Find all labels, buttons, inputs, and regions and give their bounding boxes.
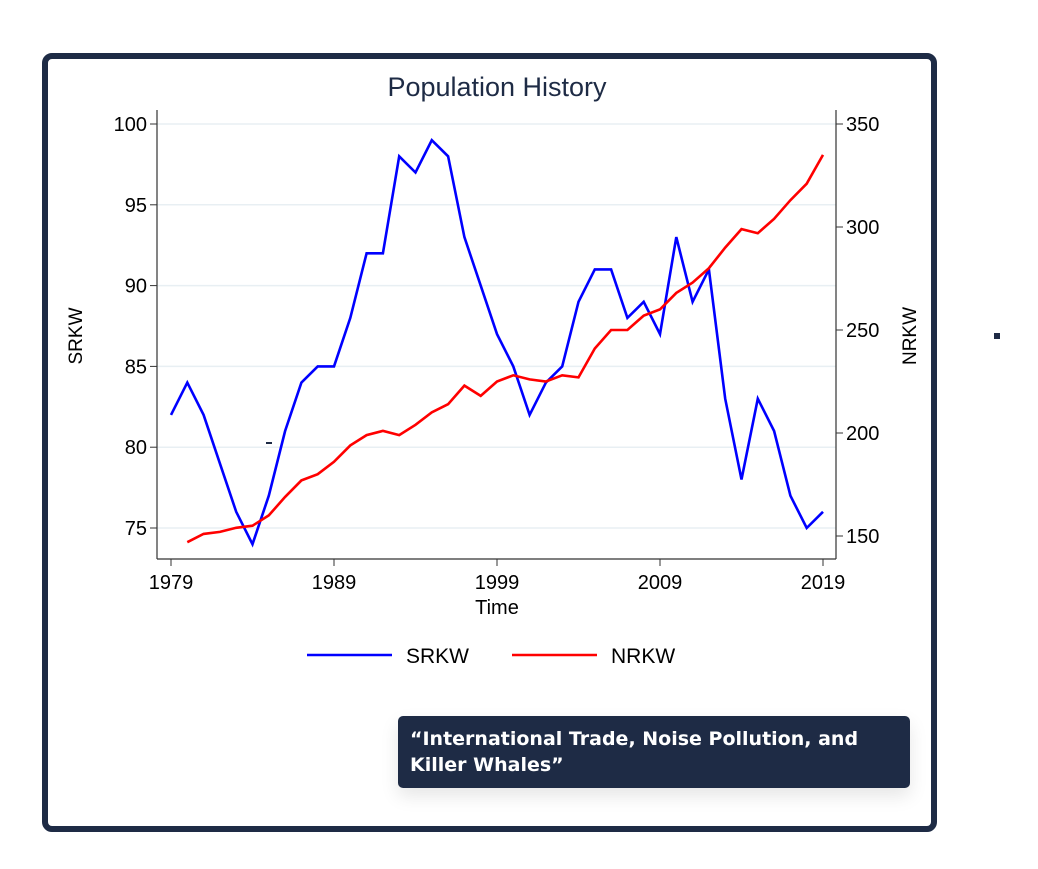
series-line-srkw	[169, 138, 824, 548]
cursor-mark	[266, 442, 272, 444]
x-tick-label: 1999	[475, 572, 520, 594]
axes: 75 80 85 90 95 100 150 200 250 300 350 1979 1989 1999…	[114, 110, 879, 594]
x-tick-label: 1989	[312, 572, 357, 594]
y-axis-label: SRKW	[66, 307, 87, 364]
y-tick-label: 80	[125, 437, 147, 459]
x-tick-label: 2009	[638, 572, 683, 594]
caption-tooltip: “International Trade, Noise Pollution, a…	[398, 716, 910, 788]
y2-axis-label: NRKW	[900, 307, 921, 365]
legend-label-srkw: SRKW	[406, 645, 469, 668]
y2-tick-label: 350	[846, 114, 879, 136]
y-tick-label: 75	[125, 518, 147, 540]
y-tick-label: 95	[125, 195, 147, 217]
x-tick-label: 1979	[149, 572, 194, 594]
series-line-nrkw	[186, 154, 825, 544]
y-tick-label: 85	[125, 356, 147, 378]
legend: SRKW NRKW	[307, 645, 675, 668]
y2-tick-label: 300	[846, 217, 879, 239]
bullet-dot	[994, 333, 1000, 339]
legend-label-nrkw: NRKW	[611, 645, 675, 668]
series-group	[169, 138, 825, 548]
y-tick-label: 100	[114, 114, 147, 136]
gridlines	[157, 123, 836, 529]
y2-tick-label: 150	[846, 526, 879, 548]
chart-frame	[42, 53, 937, 832]
x-tick-label: 2019	[801, 572, 846, 594]
y2-tick-label: 250	[846, 320, 879, 342]
y-tick-label: 90	[125, 276, 147, 298]
x-axis-label: Time	[475, 597, 519, 619]
chart-title: Population History	[387, 72, 607, 102]
y2-tick-label: 200	[846, 423, 879, 445]
